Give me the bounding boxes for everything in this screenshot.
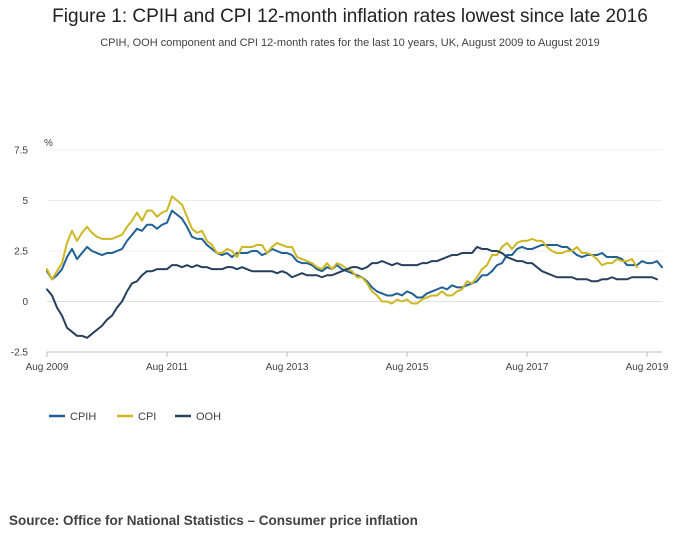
y-axis-label: % — [44, 138, 53, 149]
y-tick-label: 2.5 — [14, 247, 28, 258]
legend-label: CPIH — [70, 411, 96, 423]
x-tick-label: Aug 2019 — [626, 362, 669, 373]
legend-label: CPI — [138, 411, 156, 423]
chart-subtitle: CPIH, OOH component and CPI 12-month rat… — [100, 37, 600, 49]
y-tick-label: 0 — [22, 297, 28, 308]
chart-title: Figure 1: CPIH and CPI 12-month inflatio… — [52, 6, 648, 27]
series-line-cpi — [46, 195, 638, 305]
x-tick-label: Aug 2011 — [146, 362, 189, 373]
y-axis: % 7.5 5 2.5 0 -2.5 — [11, 138, 53, 359]
series-line-ooh — [46, 245, 658, 339]
series-line-cpih — [46, 209, 663, 299]
x-tick-label: Aug 2017 — [506, 362, 549, 373]
x-tick-label: Aug 2009 — [26, 362, 69, 373]
y-tick-label: -2.5 — [11, 348, 29, 359]
y-tick-label: 7.5 — [14, 146, 28, 157]
x-tick-label: Aug 2013 — [266, 362, 309, 373]
legend[interactable]: CPIH CPI OOH — [49, 411, 221, 423]
legend-item-ooh[interactable]: OOH — [175, 411, 221, 423]
y-tick-label: 5 — [22, 196, 28, 207]
x-axis: Aug 2009 Aug 2011 Aug 2013 Aug 2015 Aug 2017… — [26, 351, 669, 373]
source-note: Source: Office for National Statistics –… — [9, 513, 418, 528]
x-tick-label: Aug 2015 — [386, 362, 429, 373]
legend-label: OOH — [196, 411, 221, 423]
series-lines — [46, 195, 663, 339]
legend-item-cpi[interactable]: CPI — [117, 411, 156, 423]
legend-item-cpih[interactable]: CPIH — [49, 411, 96, 423]
